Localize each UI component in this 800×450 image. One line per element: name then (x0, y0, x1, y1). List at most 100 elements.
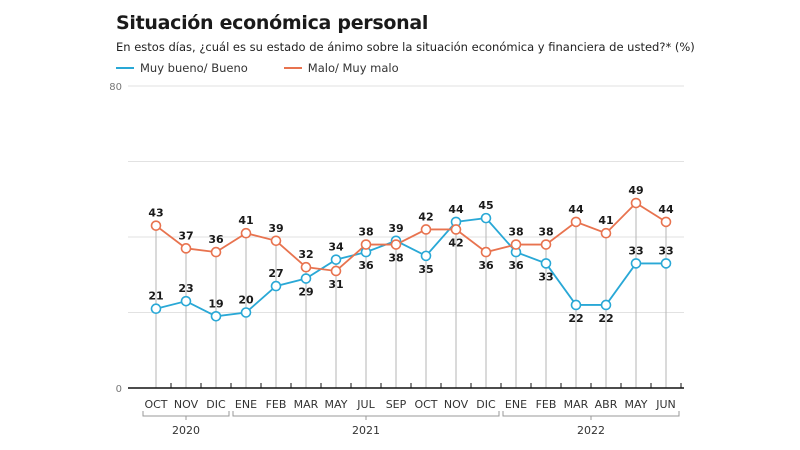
legend-item-bad: Malo/ Muy malo (283, 61, 399, 75)
data-point-bad (510, 239, 522, 250)
x-tick-label: JUL (356, 398, 375, 411)
data-label-bad: 49 (628, 184, 643, 197)
data-point-good (630, 258, 642, 269)
data-label-good: 21 (148, 290, 163, 303)
x-tick-label: NOV (444, 398, 469, 411)
data-point-bad (300, 261, 312, 273)
data-point-bad (630, 197, 642, 209)
data-point-good (300, 273, 312, 284)
data-label-good: 36 (508, 259, 524, 272)
data-label-good: 27 (268, 267, 283, 280)
chart-title: Situación económica personal (116, 12, 429, 34)
year-bracket (502, 411, 680, 420)
data-point-good (270, 280, 282, 292)
chart-subtitle: En estos días, ¿cuál es su estado de áni… (116, 40, 695, 54)
data-point-bad (360, 239, 372, 250)
data-point-good (420, 250, 432, 262)
x-tick-label: ABR (595, 398, 618, 411)
data-label-bad: 39 (268, 222, 283, 235)
data-label-bad: 44 (568, 203, 584, 216)
x-tick-label: DIC (476, 398, 496, 411)
data-label-bad: 38 (358, 226, 373, 239)
x-tick-label: SEP (386, 398, 407, 411)
data-point-good (330, 254, 342, 265)
data-label-good: 23 (178, 282, 193, 295)
data-label-bad: 43 (148, 207, 163, 220)
data-label-bad: 32 (298, 248, 313, 261)
x-tick-label: MAY (625, 398, 648, 411)
data-point-good (570, 299, 582, 311)
data-point-bad (180, 243, 192, 254)
data-label-bad: 31 (328, 278, 343, 291)
data-label-good: 19 (208, 297, 223, 310)
data-point-bad (480, 246, 492, 258)
data-point-bad (270, 235, 282, 247)
year-label: 2022 (577, 424, 605, 437)
data-point-bad (660, 216, 672, 228)
data-point-good (480, 212, 492, 224)
y-tick-label: 0 (116, 384, 122, 395)
data-label-good: 33 (628, 244, 643, 257)
x-tick-label: MAR (294, 398, 319, 411)
data-label-good: 36 (358, 259, 374, 272)
data-label-good: 33 (658, 244, 673, 257)
data-label-good: 34 (328, 241, 344, 254)
year-label: 2020 (172, 424, 200, 437)
data-point-good (600, 299, 612, 311)
data-label-bad: 42 (418, 210, 433, 223)
data-label-bad: 38 (508, 226, 523, 239)
data-point-bad (600, 227, 612, 239)
data-label-good: 22 (598, 312, 613, 325)
data-point-good (660, 258, 672, 269)
legend: Muy bueno/ Bueno Malo/ Muy malo (116, 61, 399, 75)
legend-swatch-good (116, 67, 134, 69)
x-tick-label: ENE (235, 398, 257, 411)
x-tick-label: DIC (206, 398, 226, 411)
data-label-bad: 44 (658, 203, 674, 216)
data-label-bad: 42 (448, 236, 463, 249)
x-tick-label: MAR (564, 398, 589, 411)
data-label-good: 33 (538, 270, 553, 283)
data-point-bad (390, 239, 402, 250)
data-label-good: 44 (448, 203, 464, 216)
data-label-good: 45 (478, 199, 493, 212)
series-line-good (155, 217, 666, 318)
data-point-bad (210, 246, 222, 258)
x-tick-label: ENE (505, 398, 527, 411)
y-tick-label: 80 (109, 82, 122, 93)
data-label-bad: 38 (388, 252, 403, 265)
data-point-bad (150, 220, 162, 231)
data-label-bad: 37 (178, 229, 193, 242)
data-point-bad (450, 224, 462, 235)
data-point-bad (570, 216, 582, 228)
data-point-bad (240, 227, 252, 239)
legend-item-good: Muy bueno/ Bueno (116, 61, 248, 75)
x-tick-label: OCT (414, 398, 437, 411)
data-label-bad: 41 (238, 214, 253, 227)
data-label-bad: 36 (478, 259, 494, 272)
data-label-good: 22 (568, 312, 583, 325)
data-label-bad: 36 (208, 233, 224, 246)
x-tick-label: FEB (266, 398, 287, 411)
x-tick-label: NOV (174, 398, 199, 411)
x-tick-label: MAY (325, 398, 348, 411)
data-point-good (240, 307, 252, 318)
data-label-good: 35 (418, 263, 433, 276)
data-point-bad (540, 239, 552, 250)
year-bracket (142, 411, 230, 420)
x-tick-label: OCT (144, 398, 167, 411)
data-point-good (540, 258, 552, 269)
data-point-good (150, 303, 162, 315)
year-bracket (232, 411, 500, 420)
data-point-bad (420, 224, 432, 235)
legend-label-bad: Malo/ Muy malo (307, 61, 399, 75)
x-tick-label: FEB (536, 398, 557, 411)
data-label-good: 20 (238, 294, 254, 307)
legend-swatch-bad (283, 67, 302, 69)
data-label-good: 29 (298, 286, 313, 299)
legend-label-good: Muy bueno/ Bueno (140, 61, 248, 75)
data-point-good (180, 295, 192, 307)
series-line-bad (155, 201, 667, 272)
x-tick-label: JUN (655, 398, 676, 411)
